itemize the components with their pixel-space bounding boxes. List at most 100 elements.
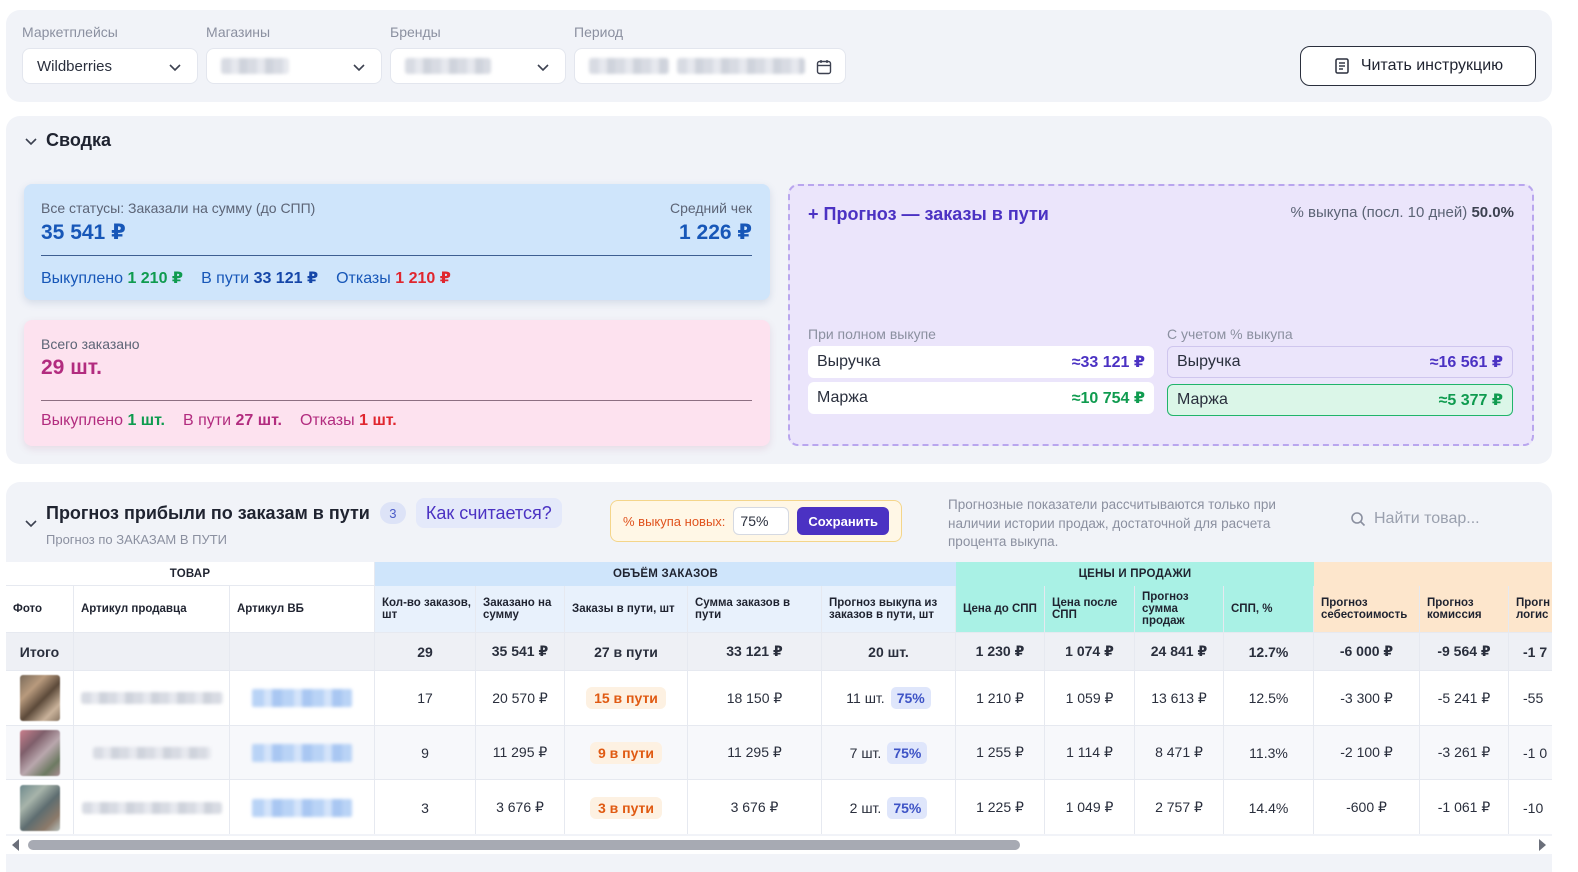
stores-value-redacted (221, 58, 289, 74)
divider (41, 255, 752, 256)
period-filter: Период (574, 24, 846, 84)
forecast-in-transit-card: + Прогноз — заказы в пути % выкупа (посл… (788, 184, 1534, 446)
col-transit-sum[interactable]: Сумма заказов в пути (688, 586, 822, 632)
scrollbar-track[interactable] (28, 840, 1530, 850)
full-buyout-label: При полном выкупе (808, 326, 936, 342)
col-price-after-spp[interactable]: Цена после СПП (1045, 586, 1135, 632)
total-qty: 29 (375, 633, 476, 670)
col-forecast-buyout[interactable]: Прогноз выкупа из заказов в пути, шт (822, 586, 956, 632)
filter-bar: Маркетплейсы Wildberries Магазины Бренды… (6, 10, 1552, 102)
col-photo: Фото (6, 586, 74, 632)
col-forecast-logistics[interactable]: Прогн логис (1509, 586, 1552, 632)
stores-filter: Магазины (206, 24, 382, 84)
chevron-down-icon[interactable] (24, 516, 38, 530)
table-row[interactable]: 17 20 570 ₽ 15 в пути 18 150 ₽ 11 шт. 75%… (6, 670, 1552, 725)
total-spp: 12.7% (1224, 633, 1314, 670)
table-row[interactable]: 3 3 676 ₽ 3 в пути 3 676 ₽ 2 шт. 75% 1 22… (6, 779, 1552, 834)
forecast-title[interactable]: + Прогноз — заказы в пути (808, 204, 1049, 224)
forecast-sales: 8 471 ₽ (1135, 726, 1224, 779)
wb-article-link[interactable] (230, 671, 375, 725)
product-photo[interactable] (6, 780, 74, 834)
col-forecast-commission[interactable]: Прогноз комиссия (1420, 586, 1509, 632)
forecast-commission: -3 261 ₽ (1420, 726, 1509, 779)
total-price-after: 1 074 ₽ (1045, 633, 1135, 670)
period-select[interactable] (574, 48, 846, 84)
rate-input[interactable] (733, 507, 790, 535)
forecast-commission: -1 061 ₽ (1420, 780, 1509, 834)
wb-article-link[interactable] (230, 780, 375, 834)
scroll-left-arrow-icon[interactable] (12, 839, 19, 851)
forecast-buyout: 7 шт. 75% (822, 726, 956, 779)
col-in-transit[interactable]: Заказы в пути, шт (565, 586, 688, 632)
total-forecast-buyout: 20 шт. (822, 633, 956, 670)
profit-header: Прогноз прибыли по заказам в пути 3 Как … (46, 498, 562, 528)
wb-article-link[interactable] (230, 726, 375, 779)
total-empty (230, 633, 375, 670)
brands-select[interactable] (390, 48, 566, 84)
full-revenue-row: Выручка ≈33 121 ₽ (808, 346, 1154, 378)
spp: 14.4% (1224, 780, 1314, 834)
in-transit: 9 в пути (565, 726, 688, 779)
count-badge: 3 (379, 502, 406, 524)
orders-sum-card: Все статусы: Заказали на сумму (до СПП) … (24, 184, 770, 300)
orders-qty: 3 (375, 780, 476, 834)
total-cost: -6 000 ₽ (1314, 633, 1420, 670)
profit-subtitle: Прогноз по ЗАКАЗАМ В ПУТИ (46, 532, 228, 547)
marketplaces-value: Wildberries (37, 57, 113, 75)
product-search[interactable]: Найти товар... (1350, 510, 1480, 528)
in-transit: 3 в пути (565, 780, 688, 834)
forecast-commission: -5 241 ₽ (1420, 671, 1509, 725)
scrollbar-thumb[interactable] (28, 840, 1020, 850)
forecast-pct-badge: 75% (887, 741, 928, 764)
product-photo[interactable] (6, 726, 74, 779)
forecast-sales: 13 613 ₽ (1135, 671, 1224, 725)
marketplaces-select[interactable]: Wildberries (22, 48, 198, 84)
group-order-volume: ОБЪЁМ ЗАКАЗОВ (375, 562, 956, 586)
seller-article (74, 780, 230, 834)
how-calculated-button[interactable]: Как считается? (415, 498, 562, 528)
chevron-down-icon (353, 64, 365, 72)
period-start-redacted (589, 58, 669, 74)
col-orders-qty[interactable]: Кол-во заказов, шт (375, 586, 476, 632)
total-empty (74, 633, 230, 670)
full-margin-row: Маржа ≈10 754 ₽ (808, 382, 1154, 414)
total-price-before: 1 230 ₽ (956, 633, 1045, 670)
col-price-before-spp[interactable]: Цена до СПП (956, 586, 1045, 632)
seller-article (74, 671, 230, 725)
total-label: Итого (6, 633, 74, 670)
col-spp[interactable]: СПП, % (1224, 586, 1314, 632)
col-ordered-sum[interactable]: Заказано на сумму (476, 586, 565, 632)
col-forecast-cost[interactable]: Прогноз себестоимость (1314, 586, 1420, 632)
chevron-down-icon (169, 64, 181, 72)
stores-select[interactable] (206, 48, 382, 84)
table-row[interactable]: 9 11 295 ₽ 9 в пути 11 295 ₽ 7 шт. 75% 1 … (6, 725, 1552, 779)
in-transit-badge: 15 в пути (586, 687, 666, 709)
search-placeholder: Найти товар... (1374, 510, 1480, 527)
ordered-sum: 20 570 ₽ (476, 671, 565, 725)
read-instruction-label: Читать инструкцию (1360, 57, 1504, 74)
summary-toggle[interactable]: Сводка (24, 130, 111, 151)
search-icon (1351, 512, 1366, 527)
col-forecast-sales[interactable]: Прогноз сумма продаж (1135, 586, 1224, 632)
total-transit-sum: 33 121 ₽ (688, 633, 822, 670)
orders-qty: 9 (375, 726, 476, 779)
refused-stat: Отказы 1 210 ₽ (336, 270, 451, 287)
col-seller-article: Артикул продавца (74, 586, 230, 632)
forecast-cost: -3 300 ₽ (1314, 671, 1420, 725)
scroll-right-arrow-icon[interactable] (1539, 839, 1546, 851)
product-photo[interactable] (6, 671, 74, 725)
divider (41, 400, 752, 401)
buyout-rate: % выкупа (посл. 10 дней) 50.0% (1290, 204, 1515, 221)
transit-sum: 3 676 ₽ (688, 780, 822, 834)
ordered-sum: 11 295 ₽ (476, 726, 565, 779)
forecast-buyout: 2 шт. 75% (822, 780, 956, 834)
table-horizontal-scrollbar[interactable] (6, 836, 1552, 854)
read-instruction-button[interactable]: Читать инструкцию (1300, 46, 1536, 86)
marketplaces-filter: Маркетплейсы Wildberries (22, 24, 198, 84)
save-button[interactable]: Сохранить (797, 507, 890, 535)
forecast-pct-badge: 75% (887, 796, 928, 819)
adjusted-buyout-label: С учетом % выкупа (1167, 326, 1293, 342)
forecast-cost: -600 ₽ (1314, 780, 1420, 834)
orders-count-label: Всего заказано (41, 336, 140, 352)
group-product: ТОВАР (6, 562, 375, 586)
